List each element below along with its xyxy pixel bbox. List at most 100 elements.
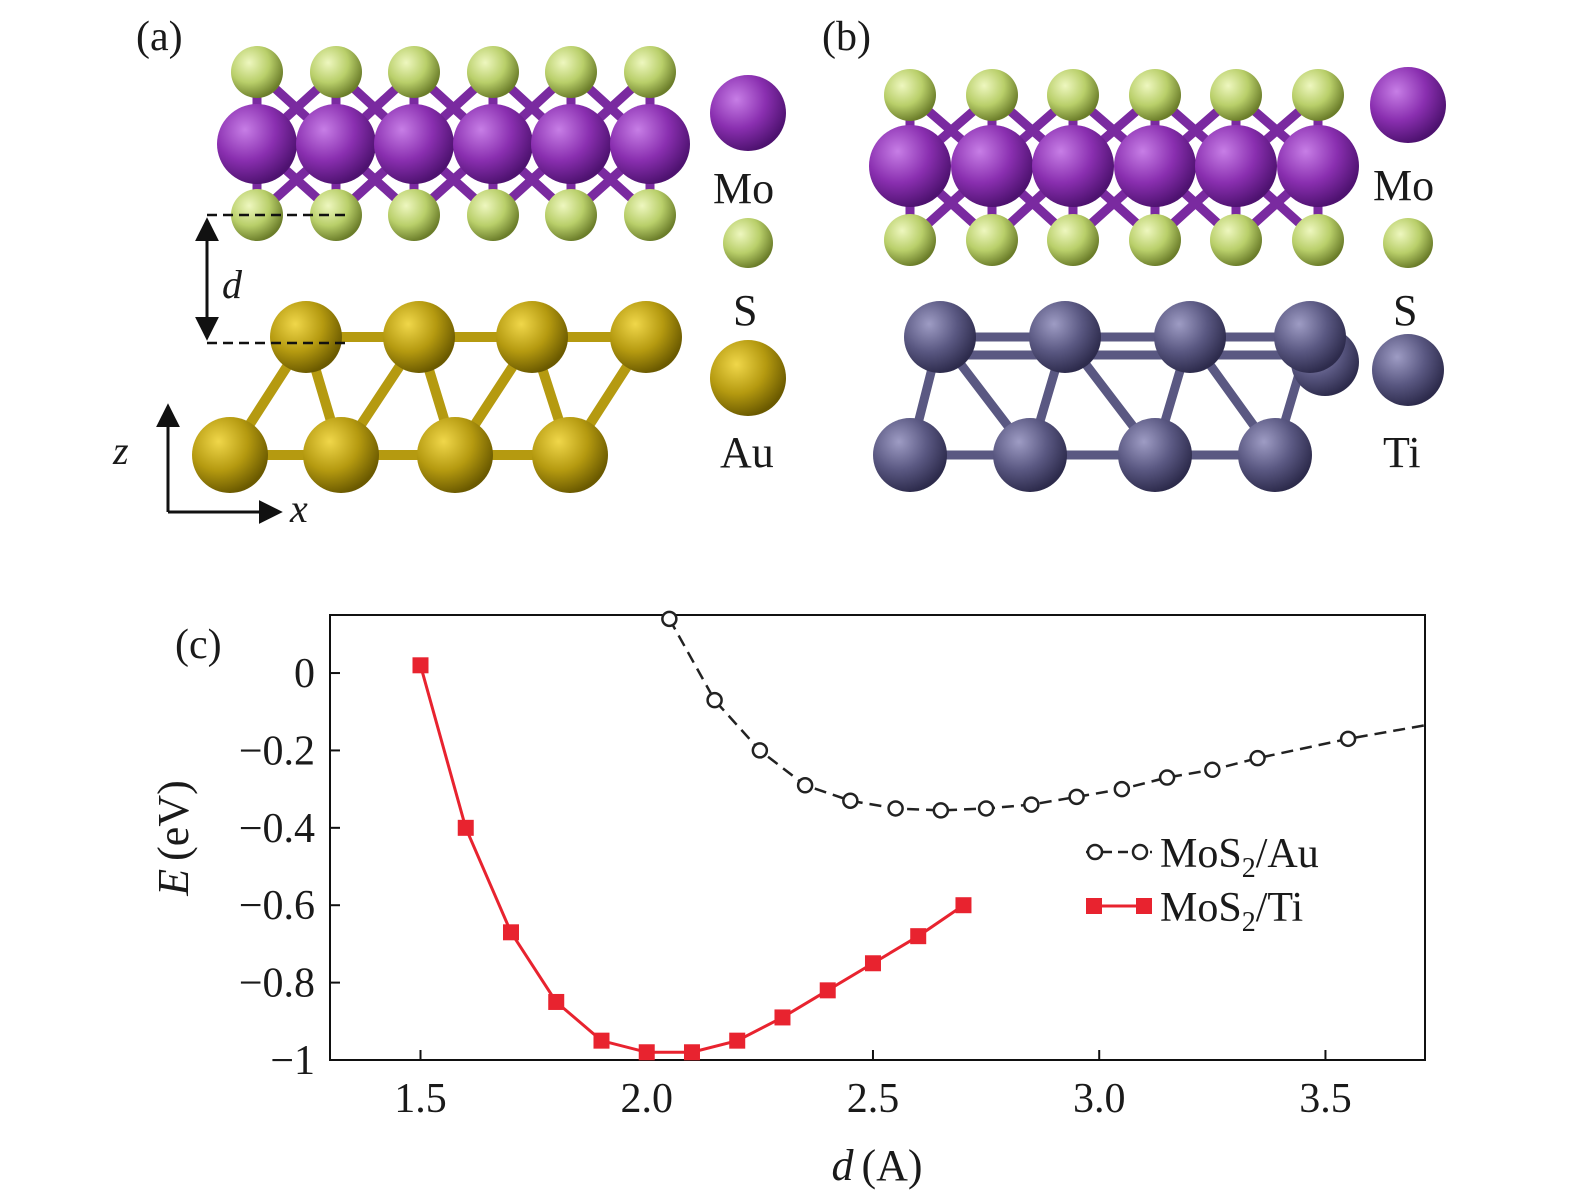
data-point-ti [864,955,881,972]
s-atoms-bottom [231,189,676,241]
data-point-ti [548,993,565,1010]
data-point-ti [638,1044,655,1061]
data-point-au [842,792,859,809]
mo-legend-label-b: Mo [1373,161,1434,210]
mo-atoms-b [869,125,1359,207]
au-atoms [192,301,682,493]
s-legend-label: S [733,286,757,335]
panel-a: (a) [112,14,786,531]
legend-au-sub: 2 [1242,853,1256,884]
x-axis-var: d [831,1141,854,1190]
axis-x-label: x [289,486,308,531]
data-point-ti [955,897,972,914]
y-tick-label: −0.4 [239,806,315,852]
ti-legend-label: Ti [1383,428,1421,477]
x-axis: 1.5 2.0 2.5 3.0 3.5 [394,1050,1352,1122]
data-point-ti [819,982,836,999]
y-axis-var: E [149,869,198,897]
x-tick-label: 2.5 [847,1076,900,1122]
data-point-au [1249,749,1266,767]
s-atoms-bottom-b [884,214,1344,266]
data-point-au [751,742,769,759]
mo-legend-swatch-b [1370,67,1446,143]
data-point-ti [683,1044,700,1061]
panel-b: (b) [822,14,1446,492]
panel-a-atoms [192,46,690,493]
ti-legend-swatch [1372,334,1444,406]
data-point-ti [774,1009,791,1026]
au-legend-swatch [710,340,786,416]
mo-legend-swatch [710,75,786,151]
data-point-au [1158,769,1176,786]
panel-c: (c) 1.5 2.0 2.5 3.0 3.5 0−0.2−0.4−0.6−0.8−1 … [149,610,1426,1190]
panel-c-label: (c) [175,622,222,668]
panel-b-atoms [869,69,1359,492]
data-point-au [932,802,950,819]
x-axis-unit: (A) [861,1141,922,1190]
plot-frame [329,614,1426,1061]
data-point-ti [412,657,429,674]
panel-a-legend: Mo S Au [710,75,786,477]
mo-legend-label: Mo [713,164,774,213]
s-atoms-top-b [884,69,1344,121]
data-point-au [661,610,678,628]
legend-ti-tail: /Ti [1256,885,1304,931]
data-point-au [977,800,995,817]
y-tick-label: −1 [270,1038,315,1084]
ti-atoms [873,301,1359,492]
legend-au-tail: /Au [1256,831,1319,877]
series-layer [412,610,1426,1061]
data-point-au [1204,761,1221,779]
data-point-au [887,800,904,817]
data-point-ti [502,924,519,941]
distance-marker: d [195,213,345,345]
s-legend-label-b: S [1393,286,1417,335]
data-point-ti [457,819,474,836]
data-point-au [1113,780,1131,798]
y-tick-label: −0.2 [239,728,315,774]
x-tick-label: 3.0 [1073,1076,1126,1122]
s-legend-swatch-b [1383,218,1433,268]
y-axis: 0 −0.2 −0.4 −0.6 −0.8 −1 [239,651,340,1084]
legend-label-au: MoS2/Au [1160,831,1319,884]
x-tick-label: 3.5 [1299,1076,1352,1122]
y-axis-unit: (eV) [149,780,198,861]
data-point-au [796,777,814,794]
panel-b-legend: Mo S Ti [1370,67,1446,477]
s-atoms-top [231,46,676,98]
series-line-au [668,618,1426,812]
panel-b-label: (b) [822,14,871,60]
series-line-ti [419,664,965,1054]
legend-ti-sub: 2 [1242,907,1256,938]
chart-legend: MoS2/Au MoS2/Ti [1086,831,1319,938]
distance-label: d [222,262,243,307]
series-mos2-au [661,610,1426,819]
series-mos2-ti [412,657,972,1061]
y-tick-label: 0 [294,651,315,697]
axes-indicator: z x [112,403,308,531]
legend-label-ti: MoS2/Ti [1160,885,1303,938]
data-point-au [1339,730,1357,748]
data-point-au [1068,788,1085,806]
data-point-au [706,691,723,709]
legend-entry-au: MoS2/Au [1086,831,1319,884]
y-axis-title: E (eV) [149,780,198,897]
au-legend-label: Au [720,428,774,477]
legend-entry-ti: MoS2/Ti [1086,885,1303,938]
y-tick-label: −0.6 [239,883,315,929]
s-legend-swatch [723,218,773,268]
panel-a-label: (a) [136,14,183,60]
data-point-ti [729,1032,746,1049]
legend-ti-main: MoS [1160,885,1242,931]
x-axis-title: d (A) [831,1141,922,1190]
mo-atoms [217,104,690,184]
x-tick-label: 1.5 [394,1076,447,1122]
y-tick-label: −0.8 [239,961,315,1007]
x-tick-label: 2.0 [620,1076,673,1122]
data-point-ti [593,1032,610,1049]
axis-z-label: z [112,428,129,473]
legend-au-main: MoS [1160,831,1242,877]
data-point-ti [910,928,927,945]
data-point-au [1023,796,1040,813]
